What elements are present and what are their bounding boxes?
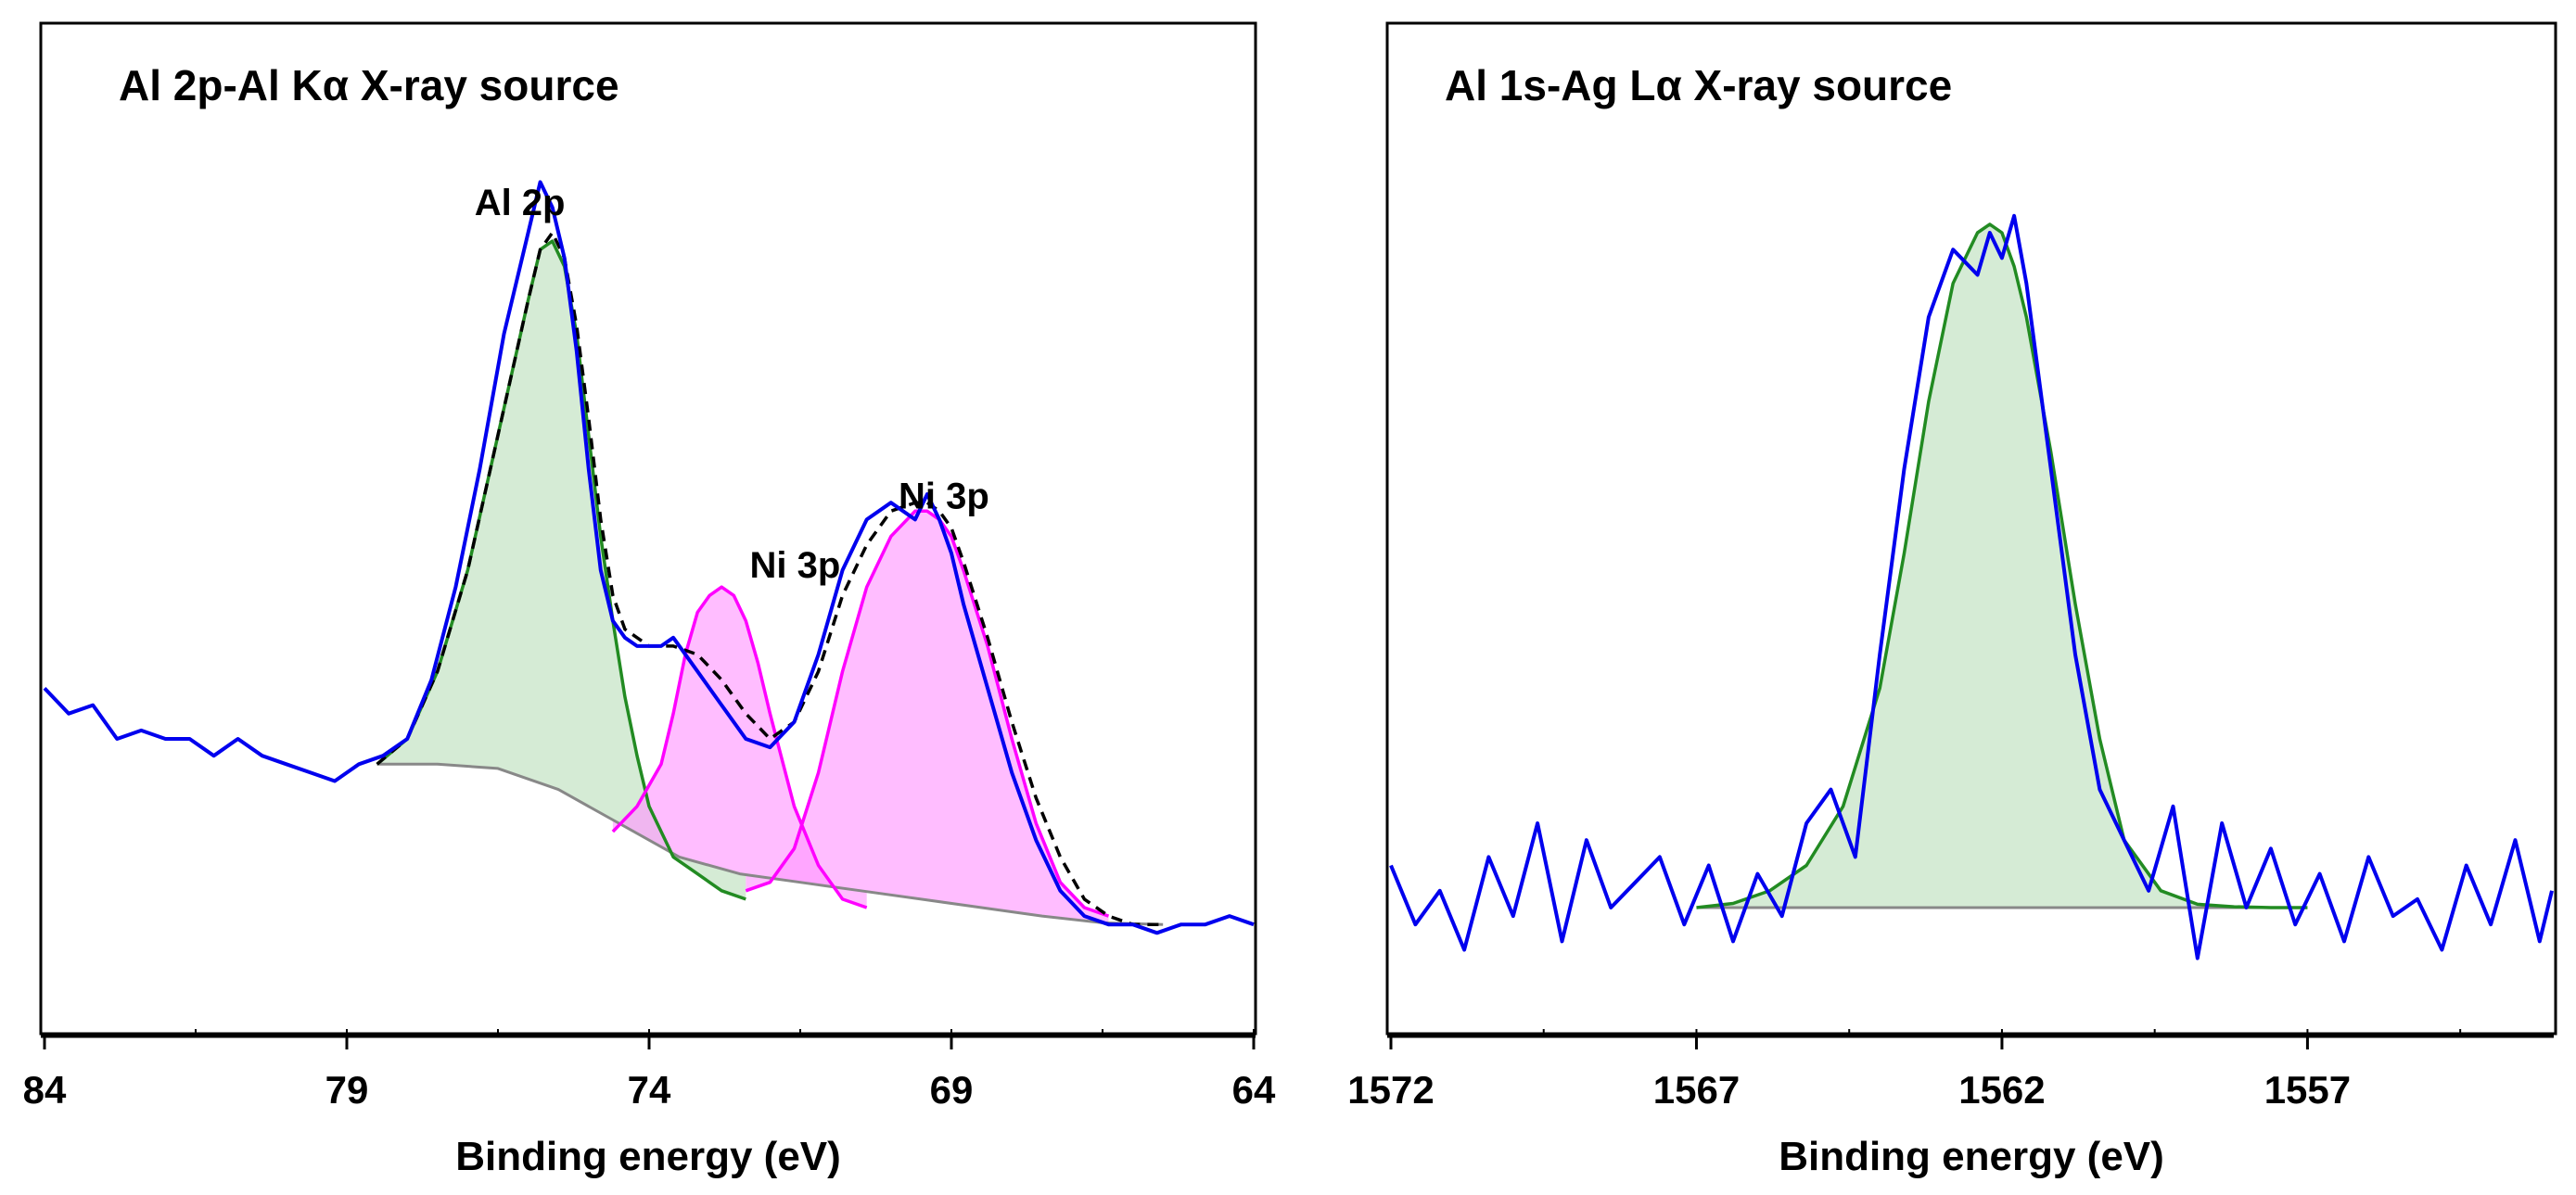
background-line [376,762,1164,926]
spectrum-line [1389,213,2554,960]
spectrum-line [43,180,1255,935]
x-tick-label: 69 [930,1068,974,1112]
x-axis: 84 79 74 69 64 [23,1029,1276,1112]
component-fill [612,587,867,908]
component-curve [611,585,868,909]
panel-al-1s: Al 1s-Ag Lα X-ray source 1572 1567 1562 155… [1347,21,2557,1179]
envelope-curve [376,231,1164,926]
x-tick-label: 84 [23,1068,67,1112]
x-axis-label: Binding energy (eV) [455,1134,841,1179]
panel-al-2p: Al 2p-Al Kα X-ray source 84 79 74 69 64 Al 2… [23,21,1276,1179]
component-curve [745,509,1110,918]
annotation-label: Al 2p [475,183,566,223]
x-axis: 1572 1567 1562 1557 [1347,1029,2554,1112]
spectrum-layer [1389,213,2554,960]
annotation-label: Ni 3p [750,545,841,586]
x-tick-label: 1562 [1958,1068,2045,1112]
spectrum-layer [43,180,1255,935]
x-tick-label: 64 [1232,1068,1276,1112]
panel-title: Al 1s-Ag Lα X-ray source [1445,61,1952,109]
x-tick-label: 1572 [1347,1068,1434,1112]
component-fill [376,241,746,899]
x-tick-label: 1557 [2264,1068,2351,1112]
x-tick-label: 1567 [1653,1068,1740,1112]
component-fill [746,511,1109,923]
annotation-layer: Al 2p Ni 3p Ni 3p [475,183,989,586]
x-axis-label: Binding energy (eV) [1779,1134,2164,1179]
x-tick-label: 74 [628,1068,671,1112]
component-fill [1696,223,2308,908]
panel-title: Al 2p-Al Kα X-ray source [119,61,619,109]
component-curve [1696,222,2308,909]
x-tick-label: 79 [325,1068,369,1112]
annotation-label: Ni 3p [899,476,989,516]
